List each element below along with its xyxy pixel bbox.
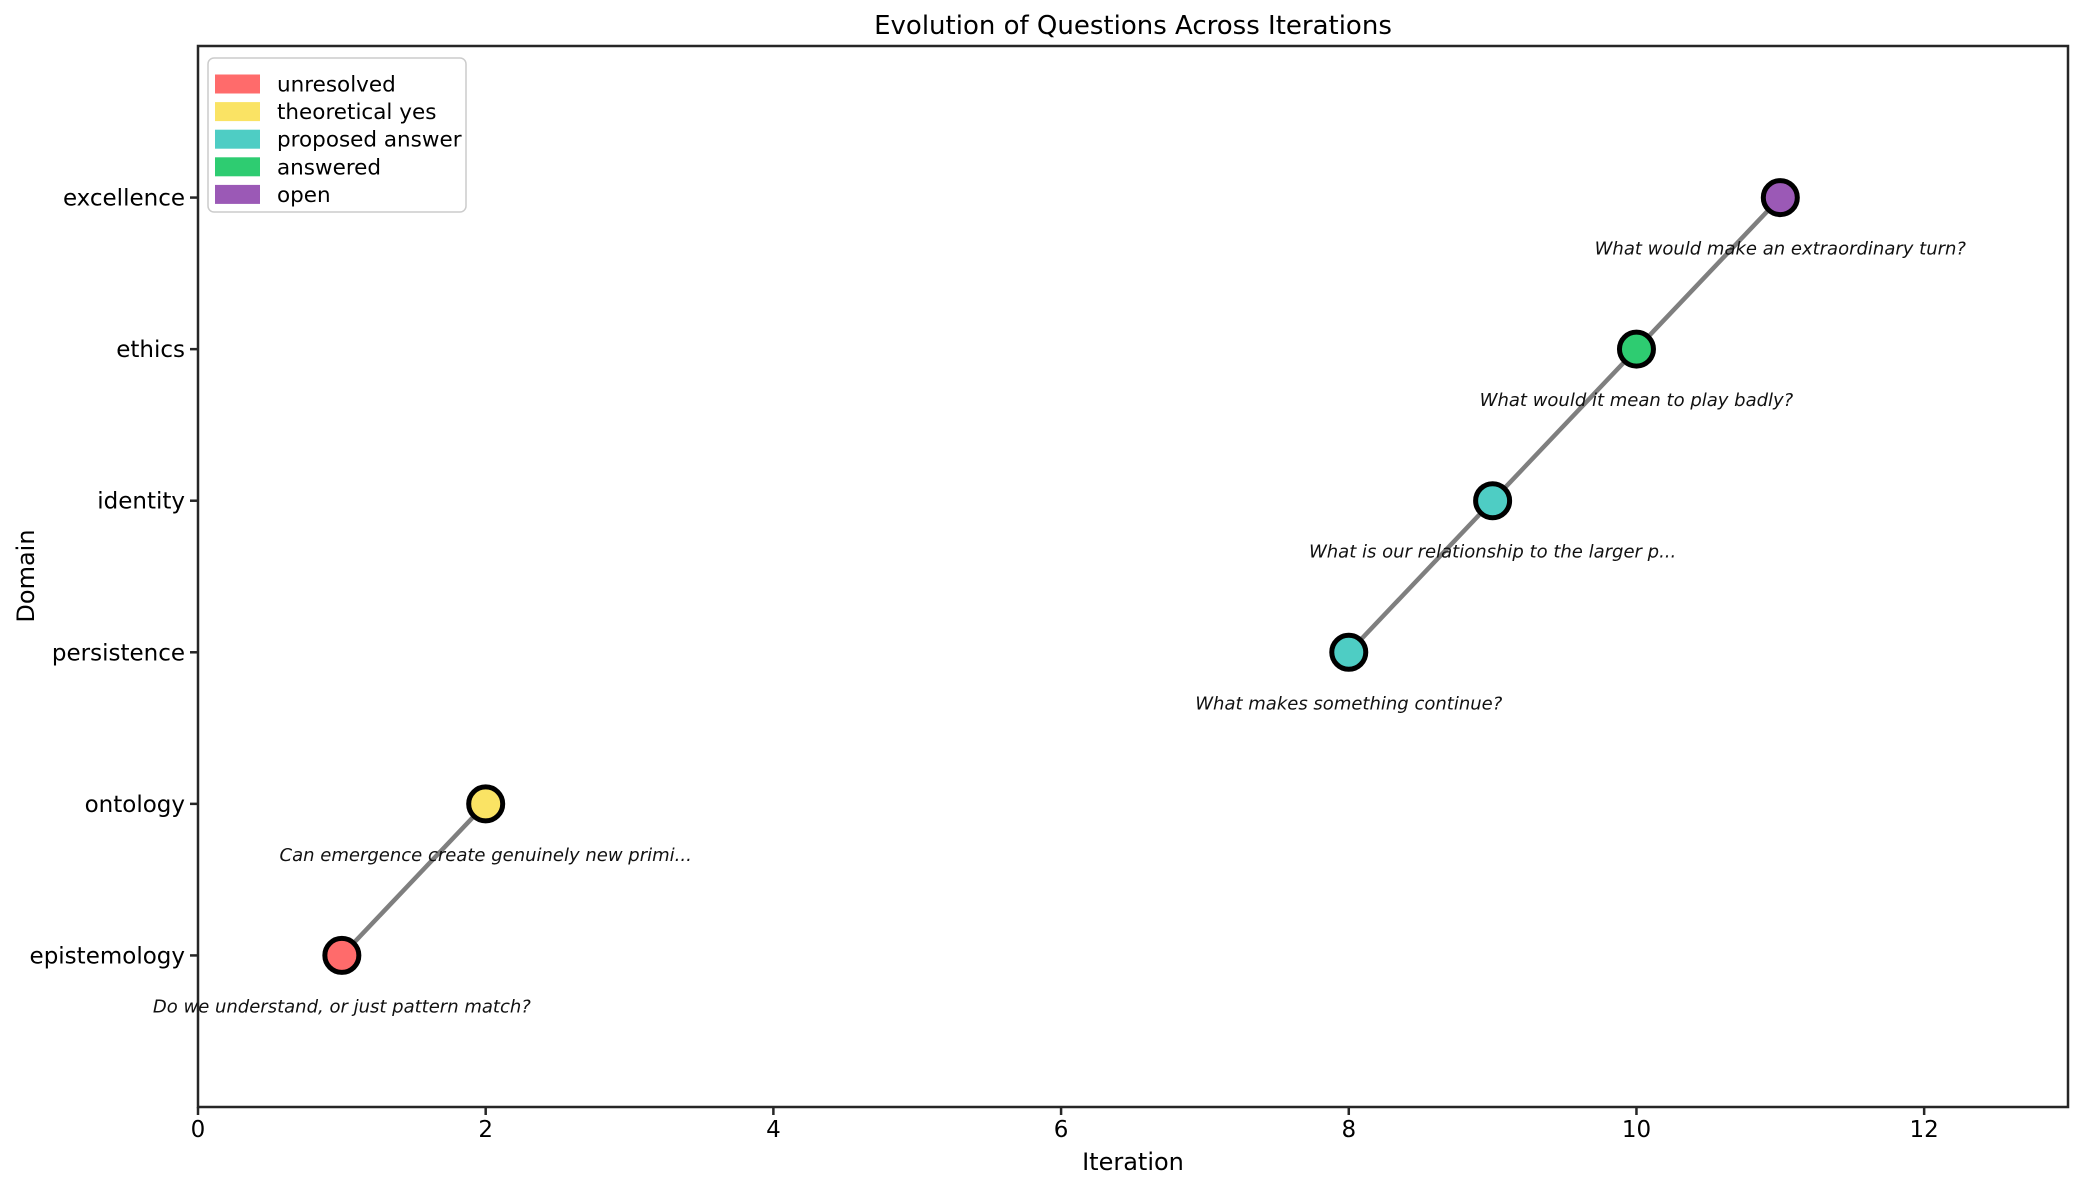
y-tick-label: excellence xyxy=(63,186,185,212)
data-point xyxy=(466,784,506,824)
data-point xyxy=(1329,632,1369,672)
legend-swatch xyxy=(215,184,260,204)
x-tick-label: 12 xyxy=(1910,1117,1939,1143)
x-tick-label: 10 xyxy=(1622,1117,1651,1143)
x-tick-label: 0 xyxy=(191,1117,206,1143)
y-tick-label: ontology xyxy=(85,792,185,818)
y-tick-label: identity xyxy=(97,489,185,515)
x-tick-label: 8 xyxy=(1341,1117,1356,1143)
legend-swatch xyxy=(215,157,260,177)
legend-label: unresolved xyxy=(277,73,396,98)
annotation: What would make an extraordinary turn? xyxy=(1595,239,1967,260)
legend-label: answered xyxy=(277,155,381,180)
annotation: What makes something continue? xyxy=(1195,693,1502,714)
trajectory-line xyxy=(339,801,488,958)
legend-label: proposed answer xyxy=(277,128,462,153)
x-tick-label: 6 xyxy=(1054,1117,1069,1143)
y-axis-label: Domain xyxy=(12,529,40,622)
x-tick-label: 2 xyxy=(478,1117,493,1143)
legend-swatch xyxy=(215,129,260,149)
data-point xyxy=(1760,178,1800,218)
trajectory-line xyxy=(1346,195,1783,655)
y-tick-label: epistemology xyxy=(30,943,185,969)
data-point xyxy=(322,935,362,975)
legend-label: theoretical yes xyxy=(277,100,436,125)
legend-label: open xyxy=(277,183,331,208)
annotation: What is our relationship to the larger p… xyxy=(1309,542,1676,563)
data-point xyxy=(1616,329,1656,369)
axes-spines xyxy=(196,44,2070,1109)
data-point xyxy=(1473,481,1513,521)
annotation: What would it mean to play badly? xyxy=(1480,390,1794,411)
x-axis-label: Iteration xyxy=(1082,1148,1184,1176)
x-tick-label: 4 xyxy=(766,1117,781,1143)
legend-box xyxy=(207,57,467,213)
y-tick-label: persistence xyxy=(52,640,185,666)
legend-swatch xyxy=(215,74,260,94)
annotation: Do we understand, or just pattern match? xyxy=(153,996,531,1017)
chart-title: Evolution of Questions Across Iterations xyxy=(874,11,1392,41)
annotation: Can emergence create genuinely new primi… xyxy=(280,845,692,866)
y-tick-label: ethics xyxy=(116,337,185,363)
legend-swatch xyxy=(215,102,260,122)
